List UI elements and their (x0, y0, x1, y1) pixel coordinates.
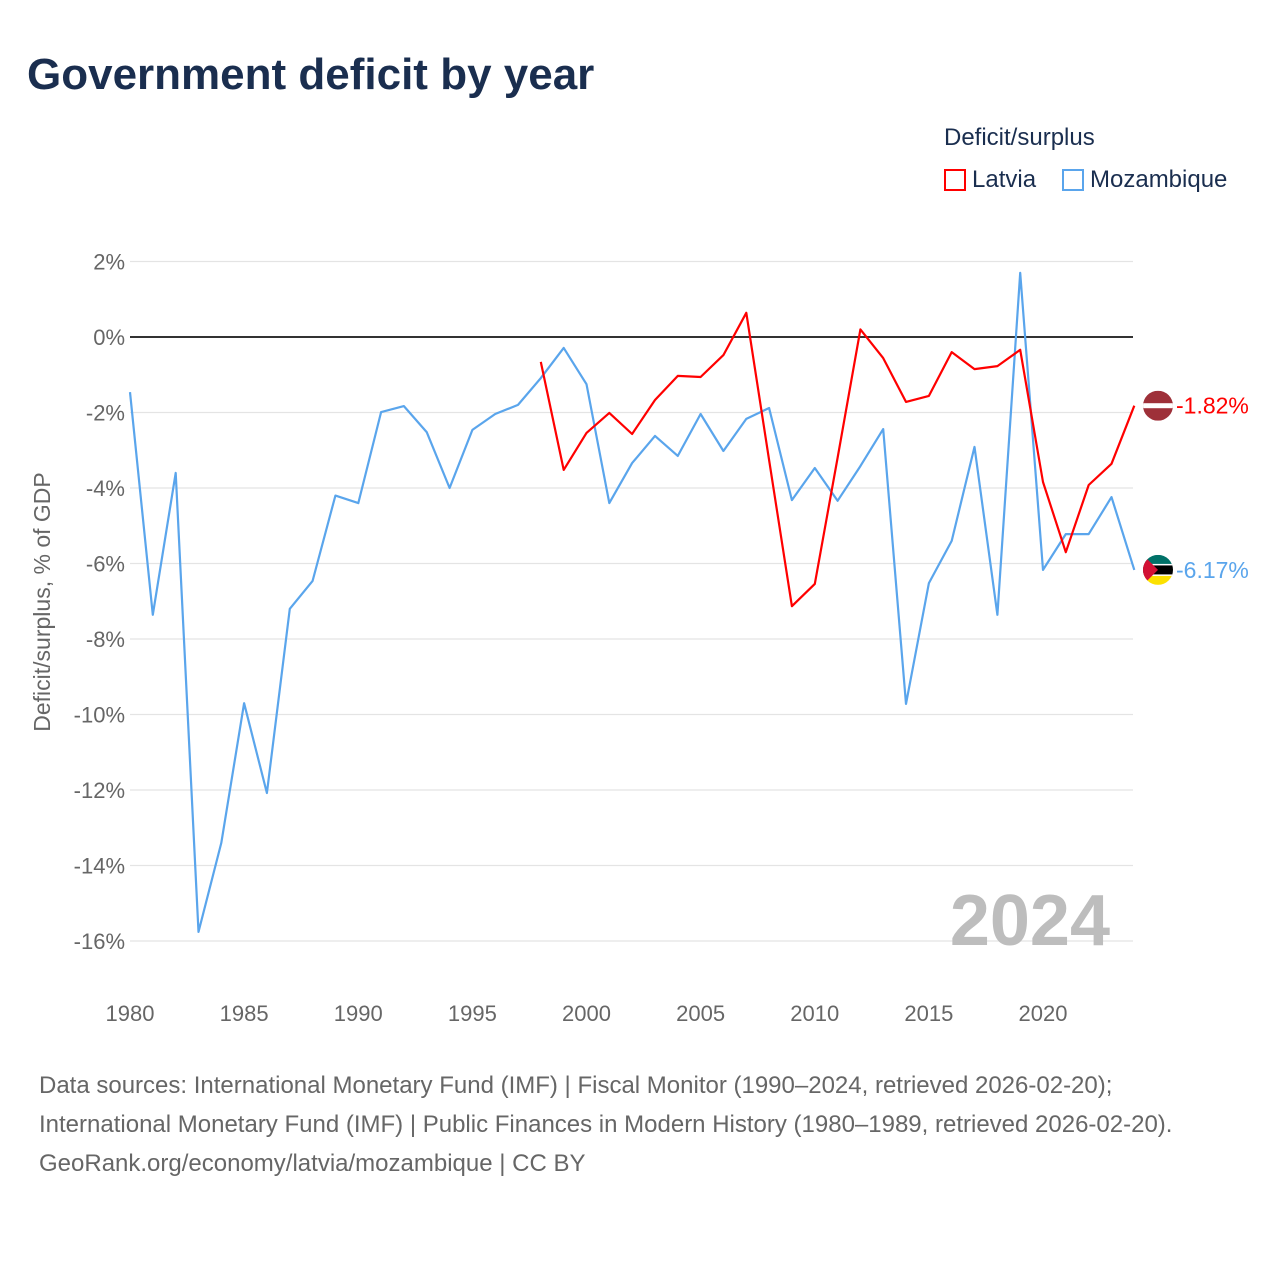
flag-band (1143, 563, 1173, 566)
flag-band (1143, 574, 1173, 585)
flag-latvia-icon (1143, 390, 1173, 421)
footer: Data sources: International Monetary Fun… (39, 1066, 1239, 1183)
flag-band (1143, 403, 1173, 409)
data-sources: Data sources: International Monetary Fun… (39, 1072, 1173, 1138)
legend-title: Deficit/surplus (944, 124, 1095, 151)
y-tick-label: -2% (86, 401, 125, 426)
legend-label: Latvia (972, 166, 1037, 193)
series-line-latvia (539, 311, 1136, 608)
x-tick-label: 2020 (1019, 1001, 1068, 1026)
x-tick-label: 2005 (676, 1001, 725, 1026)
end-value-label: -1.82% (1176, 393, 1249, 419)
legend-item-mozambique[interactable]: Mozambique (1062, 166, 1227, 194)
credit-link[interactable]: GeoRank.org/economy/latvia/mozambique | … (39, 1150, 586, 1177)
flag-body (1143, 554, 1173, 585)
y-axis-label: Deficit/surplus, % of GDP (29, 472, 55, 731)
y-tick-label: 0% (93, 325, 125, 350)
y-tick-label: -8% (86, 627, 125, 652)
legend-swatch-mozambique (1062, 169, 1084, 191)
y-tick-label: -16% (74, 929, 125, 954)
end-value-label: -6.17% (1176, 557, 1249, 583)
x-tick-label: 1990 (334, 1001, 383, 1026)
y-tick-label: -14% (74, 854, 125, 879)
y-tick-label: -12% (74, 778, 125, 803)
legend-swatch-latvia (944, 169, 966, 191)
y-tick-label: -6% (86, 552, 125, 577)
flag-body (1143, 390, 1173, 421)
y-tick-label: -10% (74, 703, 125, 728)
year-label: 2024 (950, 881, 1110, 961)
legend-label: Mozambique (1090, 166, 1228, 193)
x-tick-label: 1980 (106, 1001, 155, 1026)
flag-band (1143, 554, 1173, 565)
flag-mozambique-icon (1143, 554, 1173, 585)
y-tick-label: -4% (86, 476, 125, 501)
x-tick-label: 2015 (904, 1001, 953, 1026)
legend-item-latvia[interactable]: Latvia (944, 166, 1036, 194)
y-tick-label: 2% (93, 250, 125, 275)
chart-title: Government deficit by year (27, 50, 595, 99)
x-tick-label: 2010 (790, 1001, 839, 1026)
series-line-mozambique (128, 271, 1136, 934)
x-tick-label: 1995 (448, 1001, 497, 1026)
flag-band (1143, 574, 1173, 576)
x-tick-label: 2000 (562, 1001, 611, 1026)
flag-triangle (1143, 554, 1158, 585)
line-chart: 2% 0% -2% -4% -6% -8% -10% -12% -14% -16% 1980 1985… (29, 250, 1249, 1027)
x-tick-label: 1985 (220, 1001, 269, 1026)
